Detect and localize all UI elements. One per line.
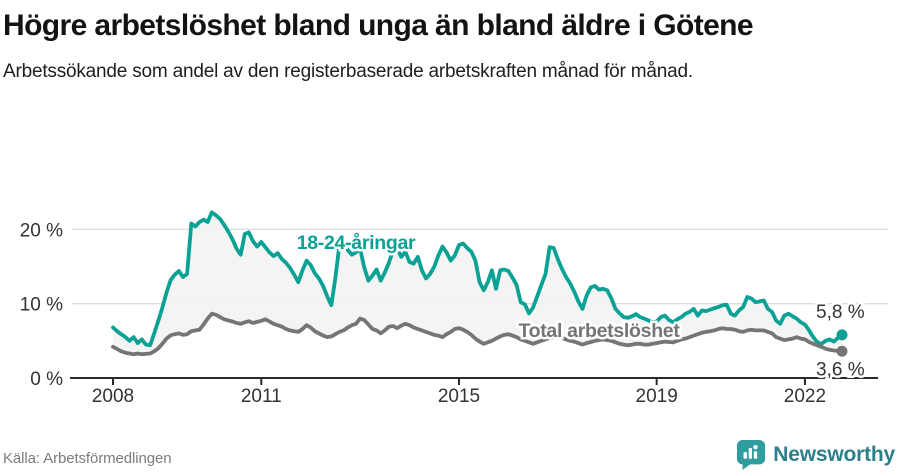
- end-value-label: 5,8 %: [816, 302, 865, 323]
- between-series-fill: [113, 212, 842, 355]
- y-axis-tick-label: 10 %: [20, 295, 63, 316]
- newsworthy-logo: Newsworthy: [736, 439, 895, 470]
- bar-tall: [748, 447, 753, 459]
- x-axis-tick-label: 2015: [438, 386, 480, 407]
- newsworthy-speech-bubble-bar-chart-icon: [737, 439, 766, 470]
- young-end-dot: [836, 329, 848, 341]
- young-series-line: [111, 210, 844, 348]
- x-axis-tick-label: 2022: [784, 386, 826, 407]
- end-value-label: 3,6 %: [816, 359, 865, 380]
- exclamation-dot: [753, 445, 758, 450]
- bar-short: [743, 452, 748, 459]
- x-axis-tick-label: 2019: [636, 386, 678, 407]
- page-title: Högre arbetslöshet bland unga än bland ä…: [3, 9, 754, 42]
- source-note: Källa: Arbetsförmedlingen: [3, 450, 172, 467]
- brand-wordmark: Newsworthy: [773, 442, 895, 466]
- total-end-dot: [836, 345, 848, 357]
- total-series-line: [111, 311, 844, 357]
- chart-subtitle: Arbetssökande som andel av den registerb…: [3, 61, 693, 82]
- series-name-label: Total arbetslöshet: [518, 320, 680, 342]
- y-axis-tick-label: 0 %: [30, 369, 63, 390]
- x-axis-tick-label: 2011: [241, 386, 282, 407]
- bar-medium-exclamation: [754, 451, 758, 459]
- x-axis-tick-label: 2008: [92, 386, 134, 407]
- chart-header: Högre arbetslöshet bland unga än bland ä…: [0, 0, 900, 87]
- series-name-label: 18-24-åringar: [297, 231, 416, 254]
- line-chart-area: 0 % 10 % 20 % 2008 2011 2015 2019 2022 5,8 % 18-2…: [0, 186, 900, 426]
- y-axis-tick-label: 20 %: [20, 220, 63, 241]
- unemployment-line-chart: 0 % 10 % 20 % 2008 2011 2015 2019 2022 5,8 % 18-2…: [20, 210, 888, 407]
